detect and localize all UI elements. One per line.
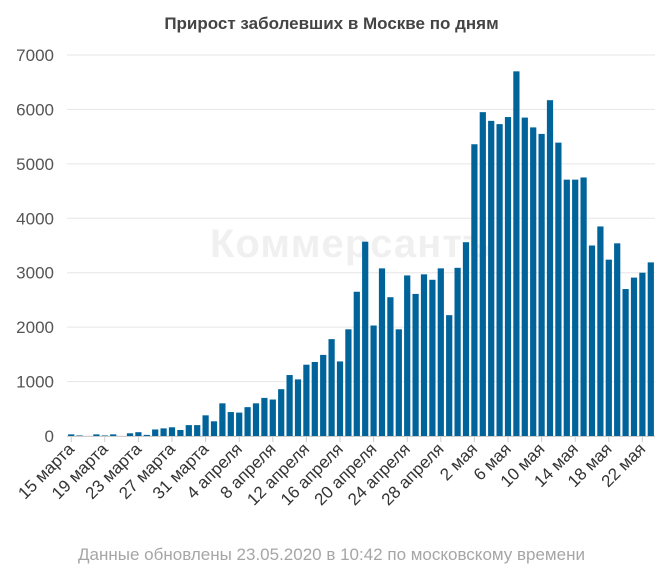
bar (269, 399, 276, 436)
bar (76, 435, 83, 436)
bar (622, 289, 629, 436)
bar (639, 272, 646, 436)
bar (479, 112, 486, 437)
chart-title: Прирост заболевших в Москве по дням (164, 14, 499, 33)
bar (563, 179, 570, 436)
bar (454, 267, 461, 436)
bar (462, 242, 470, 436)
bar (177, 430, 184, 436)
bar (252, 403, 260, 436)
bar (597, 226, 604, 436)
bar (395, 329, 402, 436)
bar (236, 412, 243, 436)
y-tick-label: 6000 (16, 100, 54, 119)
bar (362, 241, 369, 436)
bar (437, 268, 444, 436)
bar (320, 354, 327, 436)
bar (404, 275, 411, 436)
bars (68, 71, 654, 437)
bar (538, 133, 545, 437)
bar (546, 100, 554, 437)
bar (378, 268, 386, 436)
bar (160, 428, 167, 436)
bar (496, 124, 503, 437)
bar (143, 434, 150, 436)
bar (412, 293, 419, 436)
bar (446, 315, 453, 436)
bar (353, 291, 360, 436)
bar (294, 379, 302, 436)
bar (93, 434, 100, 436)
bar (429, 279, 436, 436)
y-tick-label: 5000 (16, 155, 54, 174)
x-tick-label: 2 мая (436, 439, 481, 484)
bar (513, 71, 520, 436)
bar (152, 429, 159, 436)
y-tick-label: 7000 (16, 46, 54, 65)
bar (219, 403, 226, 436)
bar (420, 274, 428, 436)
y-tick-label: 1000 (16, 373, 54, 392)
y-tick-label: 2000 (16, 318, 54, 337)
y-tick-label: 4000 (16, 209, 54, 228)
bar (345, 329, 352, 436)
bar (336, 361, 344, 436)
bar (328, 339, 335, 436)
y-tick-label: 0 (45, 427, 54, 446)
bar (504, 117, 512, 437)
bar (286, 375, 293, 436)
bar (614, 243, 621, 436)
watermark-logo: Коммерсантъ (210, 222, 494, 266)
bar (580, 177, 587, 436)
bar (488, 120, 495, 437)
bar (135, 432, 142, 436)
bar (521, 117, 528, 436)
bar (210, 421, 218, 436)
bar (244, 407, 251, 436)
y-tick-label: 3000 (16, 264, 54, 283)
bar (630, 277, 638, 436)
bar (370, 325, 377, 436)
bar (555, 142, 562, 436)
bar (588, 245, 596, 436)
bar (261, 397, 268, 436)
bar (303, 364, 310, 436)
bar (605, 259, 612, 436)
bar (168, 427, 176, 436)
bar (311, 361, 318, 436)
bar (110, 434, 117, 436)
bar (185, 425, 192, 436)
bar (471, 144, 478, 436)
bar (387, 297, 394, 436)
bar (278, 389, 285, 436)
update-note: Данные обновлены 23.05.2020 в 10:42 по м… (78, 545, 585, 564)
bar (530, 127, 537, 436)
bar (194, 425, 201, 436)
y-axis-ticks: 0 1000 2000 3000 4000 5000 6000 7000 (16, 46, 54, 446)
bar (202, 415, 209, 436)
bar (647, 262, 654, 436)
bar (68, 434, 75, 436)
bar (227, 412, 234, 436)
bar (101, 435, 108, 436)
bar (572, 179, 579, 436)
bar (126, 433, 134, 436)
